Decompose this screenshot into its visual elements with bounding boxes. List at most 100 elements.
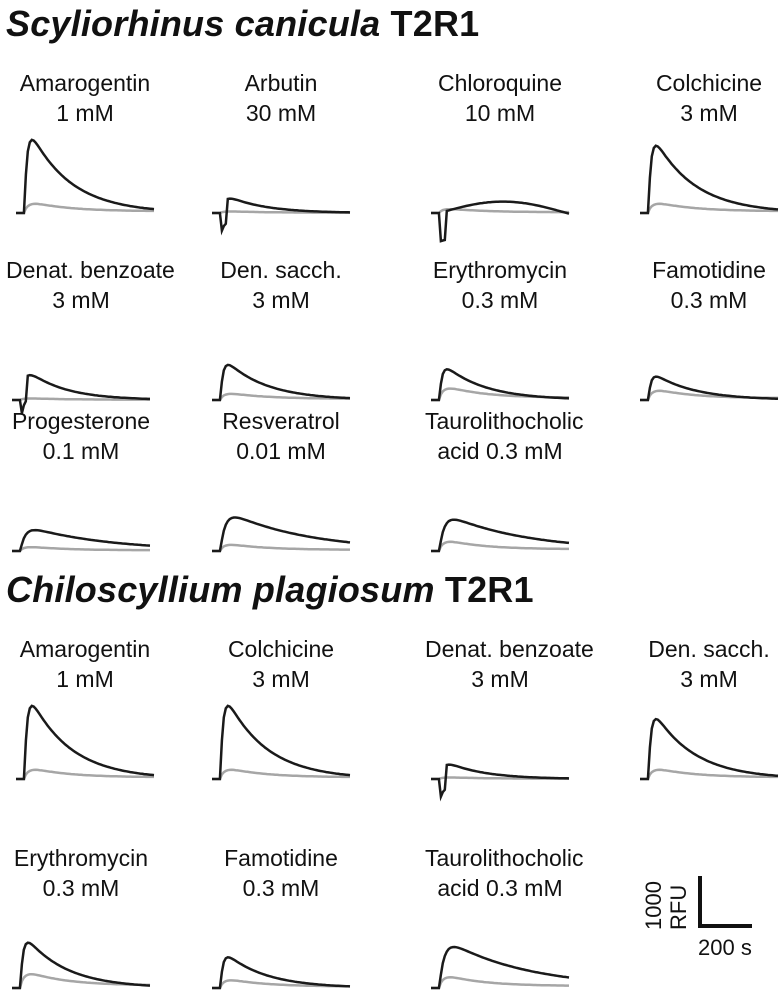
trace-plot bbox=[640, 717, 779, 781]
panel-label: Amarogentin 1 mM bbox=[10, 634, 160, 694]
compound-name: Denat. benzoate bbox=[6, 257, 175, 283]
compound-name: Colchicine bbox=[655, 70, 763, 96]
control-trace bbox=[212, 392, 350, 402]
panel-label: Den. sacch. 3 mM bbox=[206, 255, 356, 315]
control-trace bbox=[16, 768, 154, 781]
panel-label: Denat. benzoate 3 mM bbox=[6, 255, 175, 315]
compound-concentration: 30 mM bbox=[245, 100, 317, 126]
scale-bar bbox=[698, 876, 752, 928]
control-trace bbox=[431, 976, 569, 990]
scale-x-label: 200 s bbox=[698, 935, 752, 960]
receptor-name: T2R1 bbox=[444, 569, 534, 610]
trace-panel: Amarogentin 1 mM bbox=[10, 68, 160, 228]
control-trace bbox=[16, 202, 154, 215]
panel-label: Taurolithocholic acid 0.3 mM bbox=[425, 843, 584, 903]
control-trace bbox=[12, 545, 150, 553]
panel-label: Colchicine 3 mM bbox=[634, 68, 784, 128]
trace-panel: Famotidine 0.3 mM bbox=[634, 255, 784, 415]
trace-panel: Denat. benzoate 3 mM bbox=[6, 255, 175, 415]
compound-name: Amarogentin bbox=[19, 636, 151, 662]
control-trace bbox=[12, 973, 150, 990]
compound-name: Famotidine bbox=[224, 845, 338, 871]
panel-label: Erythromycin 0.3 mM bbox=[425, 255, 575, 315]
compound-concentration: 0.3 mM bbox=[670, 287, 748, 313]
trace-panel: Colchicine 3 mM bbox=[634, 68, 784, 228]
compound-concentration: 3 mM bbox=[680, 100, 738, 126]
agonist-trace bbox=[212, 197, 351, 236]
compound-name: Arbutin bbox=[244, 70, 318, 96]
compound-name: Erythromycin bbox=[13, 845, 149, 871]
panel-label: Denat. benzoate 3 mM bbox=[425, 634, 594, 694]
control-trace bbox=[212, 768, 350, 781]
panel-label: Amarogentin 1 mM bbox=[10, 68, 160, 128]
panel-label: Arbutin 30 mM bbox=[206, 68, 356, 128]
trace-panel: Taurolithocholic acid 0.3 mM bbox=[425, 843, 584, 1003]
panel-label: Resveratrol 0.01 mM bbox=[206, 406, 356, 466]
agonist-trace bbox=[212, 516, 351, 553]
compound-concentration: 3 mM bbox=[252, 287, 310, 313]
trace-plot bbox=[212, 956, 351, 990]
compound-concentration: 1 mM bbox=[56, 666, 114, 692]
species-name: Scyliorhinus canicula bbox=[6, 3, 381, 44]
control-trace bbox=[212, 543, 350, 553]
agonist-trace bbox=[212, 704, 351, 781]
trace-plot bbox=[431, 518, 570, 553]
compound-name: Den. sacch. bbox=[648, 636, 770, 662]
compound-concentration: acid 0.3 mM bbox=[437, 438, 563, 464]
panel-label: Progesterone 0.1 mM bbox=[6, 406, 156, 466]
compound-name: Den. sacch. bbox=[220, 257, 342, 283]
trace-panel: Den. sacch. 3 mM bbox=[206, 255, 356, 415]
compound-concentration: 0.1 mM bbox=[42, 438, 120, 464]
panel-label: Erythromycin 0.3 mM bbox=[6, 843, 156, 903]
compound-name: Famotidine bbox=[652, 257, 766, 283]
section-title-chiloscyllium: Chiloscyllium plagiosum T2R1 bbox=[6, 570, 534, 610]
agonist-trace bbox=[12, 941, 151, 990]
agonist-trace bbox=[16, 138, 155, 215]
panel-label: Famotidine 0.3 mM bbox=[634, 255, 784, 315]
control-trace bbox=[431, 540, 569, 553]
trace-plot bbox=[212, 363, 351, 402]
agonist-trace bbox=[431, 945, 570, 990]
trace-panel: Amarogentin 1 mM bbox=[10, 634, 160, 794]
trace-plot bbox=[212, 704, 351, 781]
compound-concentration: 0.3 mM bbox=[461, 287, 539, 313]
agonist-trace bbox=[212, 956, 351, 990]
trace-plot bbox=[431, 763, 570, 802]
trace-plot bbox=[431, 200, 570, 243]
trace-plot bbox=[640, 375, 779, 402]
agonist-trace bbox=[12, 373, 150, 414]
trace-panel: Erythromycin 0.3 mM bbox=[425, 255, 575, 415]
trace-plot bbox=[640, 144, 779, 215]
agonist-trace bbox=[16, 704, 155, 781]
compound-concentration: acid 0.3 mM bbox=[437, 875, 563, 901]
panel-label: Taurolithocholic acid 0.3 mM bbox=[425, 406, 584, 466]
compound-name: Denat. benzoate bbox=[425, 636, 594, 662]
compound-name: Taurolithocholic bbox=[425, 408, 584, 434]
compound-name: Chloroquine bbox=[437, 70, 563, 96]
panel-label: Den. sacch. 3 mM bbox=[634, 634, 784, 694]
panel-label: Famotidine 0.3 mM bbox=[206, 843, 356, 903]
panel-label: Colchicine 3 mM bbox=[206, 634, 356, 694]
control-trace bbox=[12, 397, 150, 402]
compound-concentration: 0.3 mM bbox=[242, 875, 320, 901]
agonist-trace bbox=[640, 144, 779, 215]
trace-plot bbox=[16, 138, 155, 215]
trace-panel: Arbutin 30 mM bbox=[206, 68, 356, 236]
trace-plot bbox=[12, 941, 151, 990]
species-name: Chiloscyllium plagiosum bbox=[6, 569, 435, 610]
trace-panel: Colchicine 3 mM bbox=[206, 634, 356, 794]
receptor-name: T2R1 bbox=[390, 3, 480, 44]
agonist-trace bbox=[431, 200, 570, 243]
agonist-trace bbox=[12, 528, 151, 553]
trace-panel: Denat. benzoate 3 mM bbox=[425, 634, 594, 802]
compound-name: Resveratrol bbox=[222, 408, 340, 434]
compound-concentration: 10 mM bbox=[464, 100, 536, 126]
agonist-trace bbox=[640, 717, 779, 781]
compound-name: Colchicine bbox=[227, 636, 335, 662]
panel-label: Chloroquine 10 mM bbox=[425, 68, 575, 128]
trace-plot bbox=[431, 368, 570, 402]
compound-concentration: 3 mM bbox=[252, 666, 310, 692]
agonist-trace bbox=[431, 518, 570, 553]
trace-panel: Famotidine 0.3 mM bbox=[206, 843, 356, 1003]
trace-plot bbox=[212, 516, 351, 553]
